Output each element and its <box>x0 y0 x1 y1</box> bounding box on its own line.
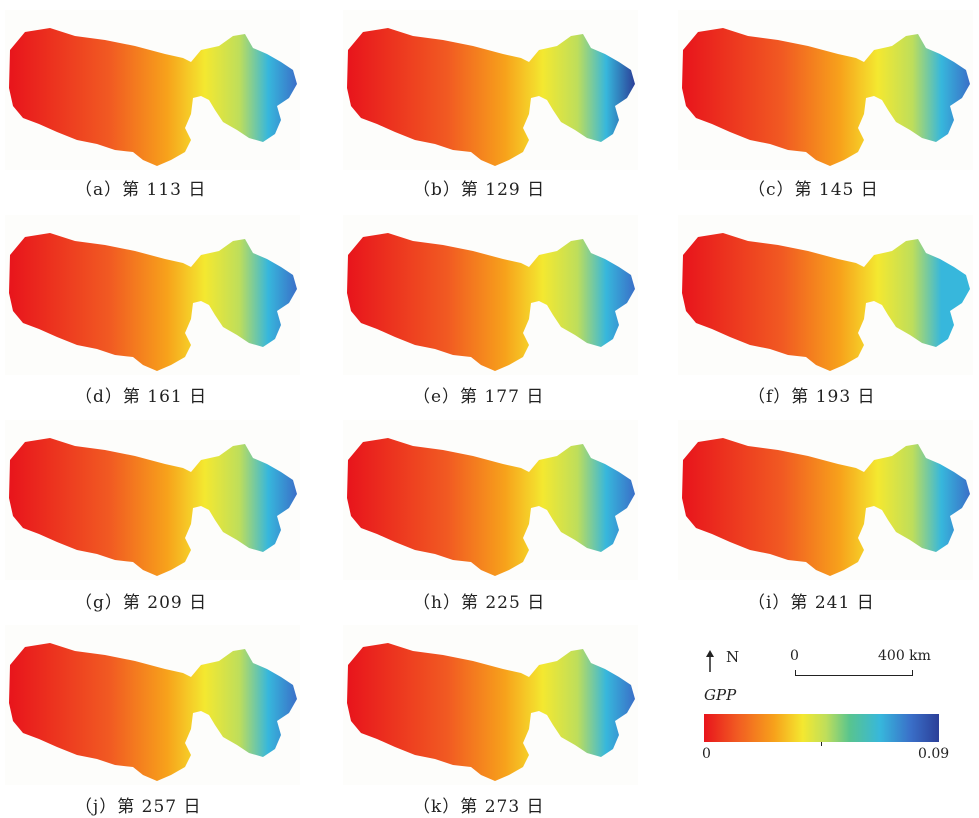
north-label: N <box>726 648 740 666</box>
gpp-map <box>5 625 300 785</box>
gpp-map <box>5 420 300 580</box>
scale-bar: 0 400 km <box>790 648 935 678</box>
panel-caption: （e）第 177 日 <box>413 387 545 407</box>
gpp-map <box>5 215 300 375</box>
gpp-map <box>678 215 973 375</box>
panel-caption: （a）第 113 日 <box>75 180 207 200</box>
panel-caption: （c）第 145 日 <box>748 180 879 200</box>
colorbar <box>704 714 939 742</box>
scale-line <box>795 670 913 676</box>
gpp-map <box>343 10 638 170</box>
panel-caption: （k）第 273 日 <box>413 797 545 817</box>
colorbar-max-label: 0.09 <box>918 746 950 762</box>
gpp-map <box>678 420 973 580</box>
panel-caption: （b）第 129 日 <box>413 180 546 200</box>
panel-caption: （f）第 193 日 <box>748 387 876 407</box>
gpp-map <box>343 215 638 375</box>
colorbar-min-label: 0 <box>702 746 711 762</box>
colorbar-tick <box>821 742 822 746</box>
scale-max-label: 400 km <box>878 648 931 664</box>
gpp-map <box>678 10 973 170</box>
north-arrow-icon <box>706 650 714 672</box>
map-legend: N 0 400 km GPP 0 0.09 <box>690 630 970 770</box>
gpp-map <box>343 625 638 785</box>
gpp-map <box>343 420 638 580</box>
panel-caption: （i）第 241 日 <box>748 593 875 613</box>
panel-caption: （h）第 225 日 <box>413 593 546 613</box>
colorbar-title: GPP <box>704 686 737 704</box>
panel-caption: （d）第 161 日 <box>75 387 208 407</box>
gpp-map <box>5 10 300 170</box>
scale-min-label: 0 <box>790 648 799 664</box>
panel-caption: （g）第 209 日 <box>75 593 208 613</box>
panel-caption: （j）第 257 日 <box>75 797 202 817</box>
